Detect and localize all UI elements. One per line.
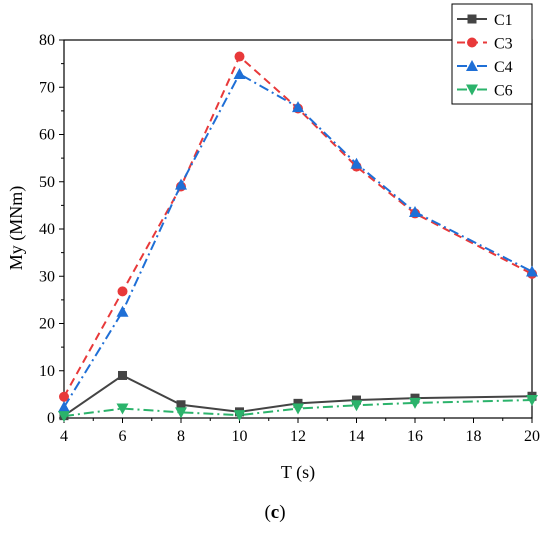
y-tick-label: 10 — [39, 363, 55, 380]
data-point-c4 — [292, 101, 304, 113]
data-point-c6 — [233, 410, 246, 422]
x-axis-title: T (s) — [281, 462, 315, 483]
data-point-c6 — [350, 400, 363, 412]
series-c4 — [58, 68, 538, 413]
data-point-c1 — [352, 395, 361, 405]
data-point-c3 — [117, 286, 128, 297]
legend-label-c3: C3 — [494, 36, 513, 53]
data-point-c6 — [116, 403, 129, 415]
y-axis: 0 10 20 30 40 50 60 70 80 — [39, 32, 64, 427]
x-tick-label: 10 — [232, 428, 248, 445]
data-point-c4 — [409, 205, 421, 217]
legend-marker-c6 — [466, 84, 478, 96]
data-point-c4 — [175, 178, 187, 190]
legend-box — [451, 3, 533, 105]
data-point-c6 — [409, 397, 421, 409]
series-line-c1 — [63, 374, 533, 417]
series-c6 — [58, 395, 538, 423]
legend-label-c4: C4 — [494, 59, 513, 76]
y-tick-label: 60 — [39, 127, 55, 144]
legend: C1 C3 C4 C6 — [451, 3, 533, 105]
x-tick-label: 14 — [349, 428, 365, 445]
data-point-c1 — [176, 400, 186, 410]
y-tick-label: 20 — [39, 316, 55, 333]
y-tick-label: 50 — [39, 174, 55, 191]
data-point-c1 — [118, 370, 127, 380]
legend-marker-c4 — [466, 60, 478, 71]
series-line-c4 — [63, 72, 533, 408]
y-tick-label: 70 — [39, 79, 55, 96]
y-tick-label: 40 — [39, 221, 55, 238]
data-point-c4 — [350, 157, 363, 169]
y-tick-label: 30 — [39, 268, 55, 285]
x-axis: 4 6 8 10 12 14 16 18 20 — [60, 418, 540, 445]
data-point-c4 — [58, 401, 70, 413]
series-line-c3 — [63, 54, 533, 398]
data-point-c6 — [526, 395, 538, 407]
x-tick-label: 8 — [177, 428, 185, 445]
data-point-c1 — [293, 398, 303, 408]
data-point-c6 — [292, 403, 304, 415]
caption-close: ) — [279, 502, 286, 523]
y-tick-label: 80 — [39, 32, 55, 49]
x-tick-label: 12 — [290, 428, 306, 445]
x-tick-label: 18 — [466, 428, 482, 445]
data-point-c4 — [526, 265, 538, 277]
legend-marker-c1 — [467, 14, 477, 24]
x-tick-label: 16 — [407, 428, 423, 445]
data-point-c6 — [175, 407, 187, 419]
y-axis-title: My (MNm) — [6, 186, 27, 271]
data-point-c4 — [233, 68, 246, 80]
data-point-c6 — [58, 411, 70, 423]
x-tick-label: 6 — [119, 428, 127, 445]
x-tick-label: 20 — [524, 428, 540, 445]
legend-label-c6: C6 — [494, 83, 513, 100]
legend-marker-c3 — [467, 37, 477, 48]
data-point-c3 — [234, 51, 245, 62]
legend-label-c1: C1 — [494, 12, 513, 29]
figure-caption: (c) — [0, 502, 550, 524]
series-layer — [58, 51, 538, 423]
caption-open: ( — [264, 502, 271, 523]
x-tick-label: 4 — [60, 428, 68, 445]
series-line-c6 — [63, 399, 533, 418]
y-tick-label: 0 — [47, 410, 55, 427]
caption-letter: c — [270, 502, 280, 523]
data-point-c3 — [59, 391, 69, 402]
data-point-c4 — [116, 305, 129, 317]
